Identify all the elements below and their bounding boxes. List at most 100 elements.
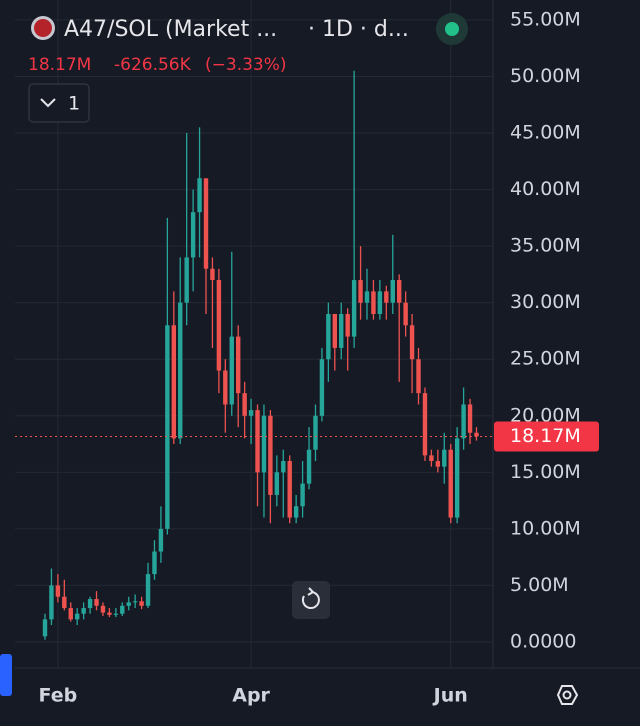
labels: 0.0000 5.00M 10.00M 15.00M 20.00M 25.00M 30.00… — [15, 8, 599, 707]
candle-body — [416, 359, 421, 394]
y-tick-label: 35.00M — [510, 235, 581, 257]
candle-body — [145, 574, 151, 606]
last-price: 18.17M — [28, 55, 91, 75]
candle-body — [68, 608, 73, 620]
candle-body — [293, 506, 299, 518]
candle-body — [81, 608, 86, 614]
candle-body — [287, 461, 292, 518]
candle-body — [454, 438, 460, 518]
candle-body — [448, 449, 453, 518]
candle-body — [358, 280, 363, 303]
candle-body — [474, 432, 479, 437]
candle-body — [442, 449, 447, 467]
candle-body — [268, 415, 273, 495]
indicator-count: 1 — [68, 93, 80, 115]
candle-body — [300, 483, 305, 507]
candle-body — [422, 393, 428, 456]
x-tick-label: Feb — [39, 685, 78, 707]
candle-body — [158, 528, 164, 552]
candle-body — [87, 599, 93, 609]
settings-icon[interactable] — [556, 685, 579, 705]
candle-body — [326, 313, 331, 360]
change: -626.56K — [114, 55, 192, 75]
candle-body — [42, 619, 48, 637]
status-dot — [445, 22, 459, 36]
candle-body — [384, 291, 389, 303]
candle-body — [216, 280, 222, 371]
candle-body — [139, 601, 144, 606]
candle-body — [210, 268, 215, 281]
candle-body — [409, 325, 415, 360]
grid — [15, 0, 493, 668]
x-tick-label: Apr — [232, 685, 270, 707]
candle-body — [49, 585, 54, 620]
candle-body — [223, 370, 228, 405]
candle-body — [152, 551, 157, 575]
interval: · 1D · d... — [308, 17, 409, 42]
candle-body — [107, 612, 112, 615]
y-tick-label: 10.00M — [510, 517, 581, 539]
candle-body — [397, 280, 402, 303]
reset-arrow — [307, 587, 315, 596]
y-tick-label: 15.00M — [510, 461, 581, 483]
candle-body — [165, 325, 170, 529]
candle-body — [390, 280, 395, 303]
candle-body — [248, 410, 254, 416]
candle-body — [261, 415, 267, 473]
indicator-toggle[interactable]: 1 — [28, 83, 90, 123]
candle-body — [113, 613, 119, 615]
candle-body — [306, 449, 312, 484]
candle-body — [319, 359, 325, 416]
candle-body — [255, 410, 260, 473]
candle-body — [371, 291, 376, 314]
reset-button[interactable] — [292, 581, 330, 619]
reset-box[interactable] — [292, 581, 330, 619]
candle-body — [100, 605, 106, 613]
candle-body — [242, 393, 247, 416]
candle-body — [435, 461, 441, 467]
candle-body — [351, 280, 357, 337]
candle-body — [364, 291, 370, 303]
candles — [42, 70, 479, 640]
candle-body — [55, 585, 61, 597]
candle-body — [203, 178, 209, 269]
candle-body — [120, 605, 125, 614]
candle-body — [132, 601, 138, 603]
toggle-box[interactable] — [28, 83, 90, 123]
y-tick-label: 30.00M — [510, 291, 581, 313]
y-tick-label: 25.00M — [510, 348, 581, 370]
candle-body — [345, 313, 350, 337]
candle-body — [229, 336, 234, 405]
reset-icon — [301, 591, 320, 609]
last-price-box — [494, 421, 599, 452]
candle-body — [274, 472, 280, 495]
token-icon-inner — [34, 19, 52, 37]
symbol-title: A47/SOL (Market ... — [64, 17, 277, 42]
candle-body — [403, 302, 408, 326]
y-tick-label: 45.00M — [510, 122, 581, 144]
candle-body — [94, 599, 99, 606]
y-tick-label: 20.00M — [510, 404, 581, 426]
candle-body — [197, 178, 202, 213]
chevron — [40, 98, 56, 108]
y-tick-label: 50.00M — [510, 65, 581, 87]
candle-body — [313, 415, 318, 450]
settings-dot — [562, 690, 572, 700]
candle-body — [184, 257, 189, 303]
x-tick-label: Jun — [432, 685, 468, 707]
candle-body — [429, 455, 434, 462]
candle-body — [281, 461, 286, 473]
candle-body — [75, 613, 80, 620]
y-tick-label: 0.0000 — [510, 630, 576, 652]
side-tab[interactable] — [0, 654, 12, 696]
y-tick-label: 40.00M — [510, 178, 581, 200]
candle-body — [171, 325, 176, 439]
candle-body — [62, 596, 67, 609]
change-pct: (−3.33%) — [205, 55, 287, 75]
candle-body — [178, 302, 183, 439]
candle-body — [461, 404, 466, 439]
candle-body — [126, 602, 131, 606]
last-price-label: 18.17M — [510, 425, 581, 447]
